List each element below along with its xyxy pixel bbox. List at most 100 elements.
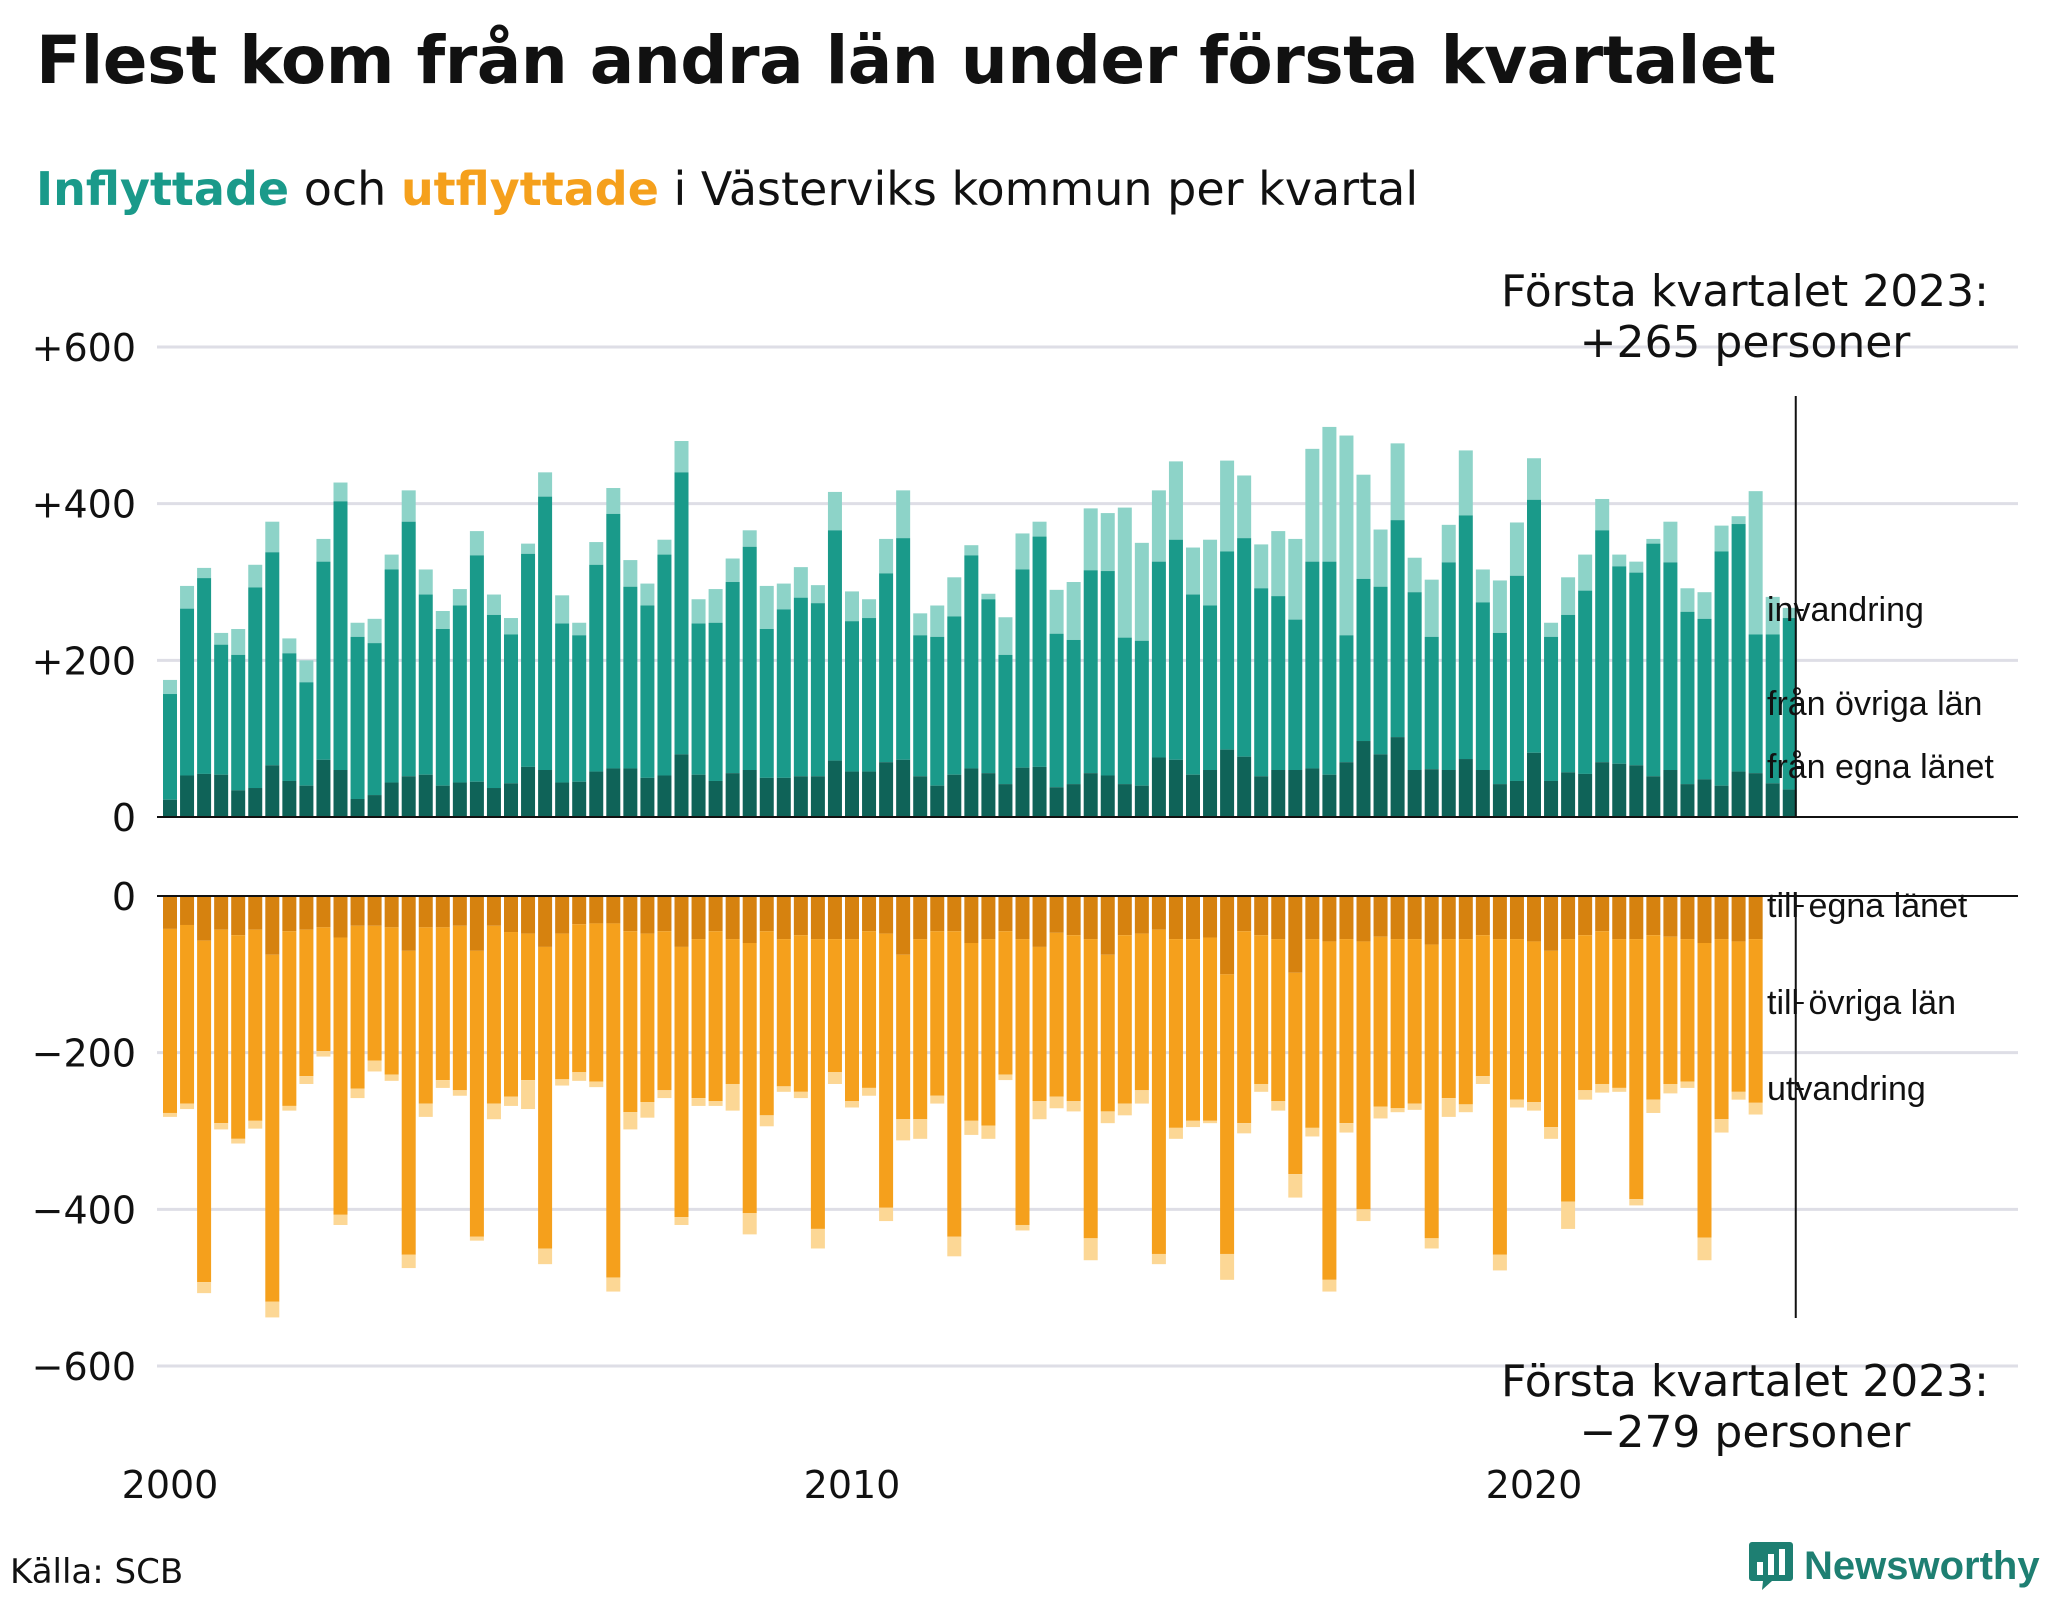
bar-fran-ovriga-lan	[1680, 611, 1695, 785]
y-tick-label: +600	[32, 326, 136, 370]
y-tick-label: −400	[32, 1188, 136, 1232]
bar-fran-ovriga-lan	[1186, 594, 1200, 775]
x-tick-label: 2010	[804, 1463, 901, 1507]
bar-fran-ovriga-lan	[1390, 520, 1405, 738]
bar-fran-ovriga-lan	[1203, 605, 1218, 771]
bar-utvandring	[1186, 1120, 1200, 1128]
bar-fran-egna-lanet	[947, 774, 962, 817]
bar-invandring	[793, 567, 808, 598]
bar-fran-egna-lanet	[1339, 762, 1354, 817]
bar-fran-egna-lanet	[1220, 749, 1235, 817]
bar-till-ovriga-lan	[691, 939, 706, 1099]
bar-fran-ovriga-lan	[248, 587, 263, 789]
bar-till-egna-lanet	[1271, 896, 1286, 940]
bar-till-ovriga-lan	[1356, 941, 1371, 1210]
bar-utvandring	[572, 1072, 587, 1081]
bar-fran-ovriga-lan	[572, 635, 587, 782]
bar-fran-ovriga-lan	[1714, 551, 1729, 786]
bar-fran-egna-lanet	[1322, 774, 1337, 817]
bar-fran-ovriga-lan	[350, 636, 365, 799]
bar-till-egna-lanet	[1697, 896, 1712, 943]
bar-invandring	[674, 441, 689, 473]
chart-title: Flest kom från andra län under första kv…	[36, 22, 1776, 99]
bar-utvandring	[469, 1236, 484, 1241]
bar-fran-ovriga-lan	[469, 555, 484, 782]
bar-utvandring	[1134, 1090, 1149, 1104]
bar-till-egna-lanet	[1407, 896, 1422, 940]
bar-till-ovriga-lan	[1509, 939, 1524, 1100]
bar-fran-egna-lanet	[1083, 773, 1098, 817]
bar-till-ovriga-lan	[469, 950, 484, 1237]
bar-till-egna-lanet	[1356, 896, 1371, 942]
subtitle-inflyttade: Inflyttade	[36, 162, 290, 216]
bar-till-egna-lanet	[1203, 896, 1218, 938]
bar-till-ovriga-lan	[418, 927, 433, 1104]
bar-till-egna-lanet	[981, 896, 996, 940]
bar-invandring	[845, 591, 859, 622]
bar-fran-egna-lanet	[674, 754, 689, 817]
bar-till-ovriga-lan	[350, 925, 365, 1089]
bar-fran-ovriga-lan	[1646, 543, 1661, 777]
bar-fran-ovriga-lan	[435, 629, 450, 786]
bar-till-egna-lanet	[299, 896, 314, 930]
bar-utvandring	[521, 1080, 536, 1110]
bar-invandring	[572, 622, 587, 636]
bar-invandring	[1595, 498, 1610, 531]
bar-till-egna-lanet	[1458, 896, 1473, 940]
bar-fran-ovriga-lan	[1509, 575, 1524, 781]
bar-till-egna-lanet	[1663, 896, 1678, 937]
bar-invandring	[589, 542, 604, 565]
bar-till-ovriga-lan	[367, 925, 382, 1061]
bar-till-ovriga-lan	[845, 939, 859, 1102]
y-tick-label: −600	[32, 1345, 136, 1389]
bar-utvandring	[1663, 1083, 1678, 1094]
bar-till-egna-lanet	[623, 896, 638, 932]
bar-utvandring	[896, 1119, 911, 1141]
bar-invandring	[504, 618, 518, 635]
bar-till-ovriga-lan	[1544, 950, 1559, 1128]
bar-fran-egna-lanet	[1492, 784, 1507, 817]
bar-till-egna-lanet	[640, 896, 655, 934]
bar-till-ovriga-lan	[913, 939, 928, 1120]
bar-utvandring	[947, 1236, 962, 1257]
bar-till-ovriga-lan	[623, 931, 638, 1113]
bar-till-ovriga-lan	[776, 939, 791, 1087]
bar-till-ovriga-lan	[538, 946, 553, 1249]
bar-utvandring	[1441, 1098, 1456, 1117]
y-tick-label: −200	[32, 1032, 136, 1076]
bar-till-egna-lanet	[1731, 896, 1746, 942]
bar-till-ovriga-lan	[452, 925, 467, 1091]
bar-fran-ovriga-lan	[401, 521, 416, 777]
bar-utvandring	[367, 1060, 382, 1072]
bar-fran-egna-lanet	[913, 776, 928, 817]
series-label-in: från övriga län	[1767, 685, 1982, 723]
bar-fran-ovriga-lan	[708, 622, 723, 781]
bar-fran-egna-lanet	[759, 777, 774, 817]
bar-till-ovriga-lan	[1271, 939, 1286, 1102]
bar-till-egna-lanet	[384, 896, 399, 928]
bar-till-egna-lanet	[708, 896, 723, 932]
bar-fran-egna-lanet	[1527, 752, 1541, 817]
bar-fran-ovriga-lan	[1066, 639, 1081, 785]
bar-fran-ovriga-lan	[1305, 561, 1320, 769]
bar-invandring	[1203, 539, 1218, 606]
bar-till-egna-lanet	[248, 896, 263, 930]
bar-till-ovriga-lan	[555, 933, 570, 1080]
bar-invandring	[521, 543, 536, 554]
bar-till-ovriga-lan	[1083, 939, 1098, 1239]
chart-subtitle: Inflyttade och utflyttade i Västerviks k…	[36, 162, 1418, 216]
bar-till-ovriga-lan	[1100, 954, 1115, 1112]
bar-fran-ovriga-lan	[1083, 570, 1098, 774]
bar-utvandring	[333, 1214, 348, 1225]
subtitle-utflyttade: utflyttade	[400, 162, 659, 216]
bar-utvandring	[1151, 1253, 1166, 1265]
bar-fran-egna-lanet	[827, 760, 842, 817]
bar-fran-egna-lanet	[282, 780, 297, 817]
bar-till-egna-lanet	[657, 896, 672, 932]
bar-till-egna-lanet	[793, 896, 808, 936]
bar-fran-ovriga-lan	[1049, 633, 1064, 788]
bar-fran-ovriga-lan	[1544, 636, 1559, 781]
bar-utvandring	[299, 1076, 314, 1084]
bar-fran-ovriga-lan	[964, 555, 979, 769]
bar-fran-ovriga-lan	[1322, 561, 1337, 775]
